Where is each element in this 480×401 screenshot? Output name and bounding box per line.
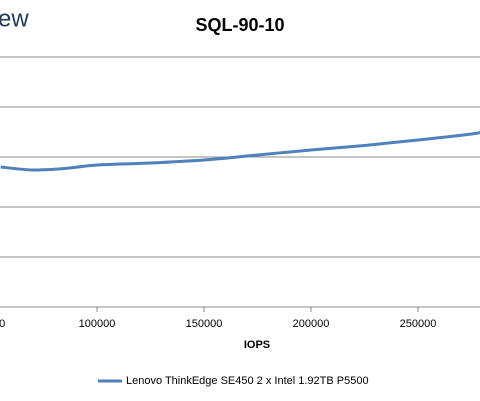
x-axis-label: IOPS bbox=[244, 339, 270, 351]
data-line bbox=[0, 131, 480, 172]
x-tick-label: 100000 bbox=[79, 318, 116, 330]
logo: ew bbox=[0, 5, 29, 32]
x-tick-label: 150000 bbox=[186, 318, 223, 330]
legend-label: Lenovo ThinkEdge SE450 2 x Intel 1.92TB … bbox=[126, 375, 369, 387]
chart-title: SQL-90-10 bbox=[195, 15, 284, 35]
x-tick-label: 200000 bbox=[293, 318, 330, 330]
x-tick-label: 50000 bbox=[0, 318, 5, 330]
x-tick-label: 250000 bbox=[400, 318, 437, 330]
